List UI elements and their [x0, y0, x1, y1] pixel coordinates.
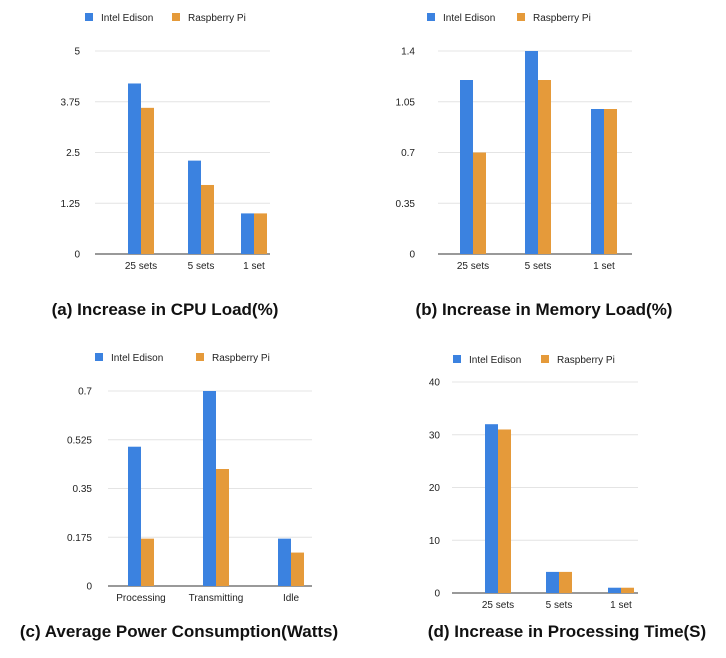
panel-caption: (b) Increase in Memory Load(%) [416, 300, 673, 319]
bar-raspberry-pi [291, 552, 304, 586]
y-tick-label: 0.175 [67, 533, 92, 544]
bar-raspberry-pi [201, 184, 214, 254]
x-tick-label: Processing [116, 593, 165, 604]
y-tick-label: 0 [434, 589, 440, 600]
legend-swatch [172, 13, 180, 21]
bar-raspberry-pi [498, 429, 511, 593]
panel-caption: (a) Increase in CPU Load(%) [52, 300, 279, 319]
y-tick-label: 1.05 [396, 97, 416, 108]
y-tick-label: 0.525 [67, 435, 92, 446]
legend-label: Raspberry Pi [533, 13, 591, 24]
legend-swatch [95, 353, 103, 361]
x-tick-label: Idle [283, 593, 300, 604]
x-tick-label: 1 set [610, 600, 632, 611]
bar-intel-edison [203, 391, 216, 586]
x-tick-label: Transmitting [189, 593, 244, 604]
y-tick-label: 2.5 [66, 148, 80, 159]
bar-intel-edison [241, 213, 254, 254]
y-tick-label: 10 [429, 536, 441, 547]
y-tick-label: 1.25 [61, 199, 81, 210]
panel-d: 0 10 20 30 40 25 sets 5 sets 1 set Intel Edison R… [428, 355, 706, 641]
bar-intel-edison [608, 587, 621, 593]
x-tick-label: 1 set [243, 261, 265, 272]
y-tick-label: 0.7 [78, 387, 92, 398]
legend-swatch [427, 13, 435, 21]
x-tick-label: 5 sets [525, 261, 552, 272]
y-tick-label: 0.35 [396, 199, 416, 210]
panel-a: 0 1.25 2.5 3.75 5 25 sets 5 sets 1 set Intel Edi… [52, 13, 279, 319]
y-tick-label: 3.75 [61, 97, 81, 108]
legend-swatch [517, 13, 525, 21]
legend-swatch [541, 355, 549, 363]
legend-swatch [85, 13, 93, 21]
bar-raspberry-pi [604, 109, 617, 254]
legend-label: Raspberry Pi [557, 355, 615, 366]
y-tick-label: 30 [429, 430, 441, 441]
y-tick-label: 0.7 [401, 148, 415, 159]
bar-intel-edison [485, 424, 498, 593]
bar-intel-edison [188, 160, 201, 254]
legend-label: Intel Edison [443, 13, 495, 24]
x-tick-label: 5 sets [188, 261, 215, 272]
y-tick-label: 40 [429, 378, 441, 389]
x-tick-label: 25 sets [457, 261, 489, 272]
bar-intel-edison [278, 538, 291, 586]
bar-intel-edison [460, 80, 473, 254]
x-tick-label: 1 set [593, 261, 615, 272]
y-tick-label: 1.4 [401, 47, 415, 58]
bar-intel-edison [546, 571, 559, 593]
y-tick-label: 0 [409, 250, 415, 261]
bar-raspberry-pi [621, 587, 634, 593]
x-tick-label: 25 sets [482, 600, 514, 611]
bar-intel-edison [128, 446, 141, 586]
bar-raspberry-pi [141, 538, 154, 586]
panel-c: 0 0.175 0.35 0.525 0.7 Processing Transmitting… [20, 353, 338, 641]
bar-intel-edison [525, 51, 538, 254]
y-tick-label: 20 [429, 483, 441, 494]
bar-raspberry-pi [473, 152, 486, 254]
legend-label: Raspberry Pi [212, 353, 270, 364]
y-tick-label: 0 [86, 582, 92, 593]
bar-raspberry-pi [538, 80, 551, 254]
bar-raspberry-pi [216, 469, 229, 586]
bar-raspberry-pi [254, 213, 267, 254]
x-tick-label: 5 sets [546, 600, 573, 611]
panel-caption: (d) Increase in Processing Time(S) [428, 622, 706, 641]
y-tick-label: 5 [74, 47, 80, 58]
y-tick-label: 0.35 [73, 484, 93, 495]
legend-swatch [453, 355, 461, 363]
legend-label: Intel Edison [101, 13, 153, 24]
legend-label: Intel Edison [111, 353, 163, 364]
legend-label: Raspberry Pi [188, 13, 246, 24]
x-tick-label: 25 sets [125, 261, 157, 272]
bar-intel-edison [128, 83, 141, 254]
legend-swatch [196, 353, 204, 361]
bar-raspberry-pi [141, 107, 154, 254]
panel-b: 0 0.35 0.7 1.05 1.4 25 sets 5 sets 1 set Intel E… [396, 13, 673, 319]
y-tick-label: 0 [74, 250, 80, 261]
legend-label: Intel Edison [469, 355, 521, 366]
panel-caption: (c) Average Power Consumption(Watts) [20, 622, 338, 641]
bar-intel-edison [591, 109, 604, 254]
bar-raspberry-pi [559, 571, 572, 593]
